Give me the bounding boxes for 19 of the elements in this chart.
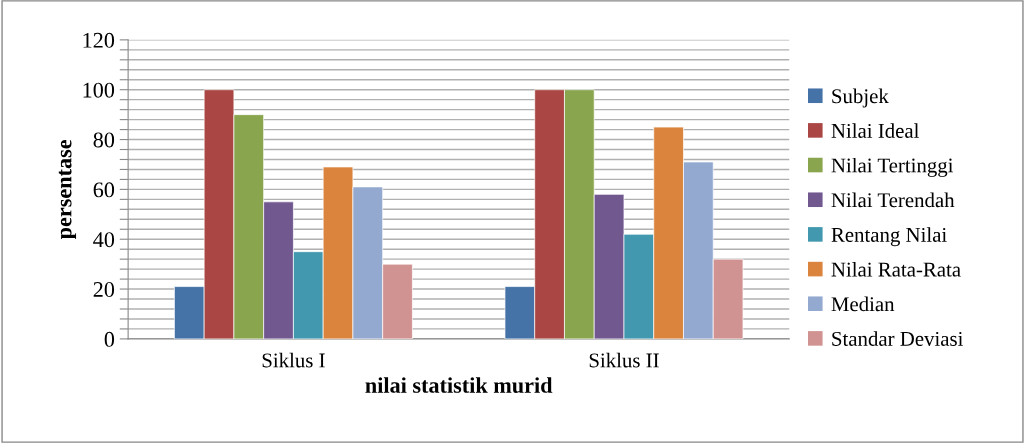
legend-label: Nilai Ideal [831, 123, 919, 138]
y-tick-label: 40 [93, 232, 115, 248]
y-tick-label: 120 [83, 32, 115, 48]
legend-label: Standar Deviasi [832, 331, 964, 346]
y-tick-label: 0 [104, 331, 115, 347]
x-tick-label: Siklus I [262, 352, 325, 368]
x-tick-label: Siklus II [589, 352, 659, 368]
y-tick-label: 20 [93, 281, 115, 297]
y-axis-title: persentase [58, 139, 77, 240]
legend-label: Nilai Rata-Rata [831, 261, 961, 277]
legend-label: Nilai Tertinggi [831, 157, 954, 177]
legend-label: Subjek [832, 88, 889, 108]
legend-label: Rentang Nilai [831, 227, 947, 247]
legend-label: Nilai Terendah [831, 192, 955, 208]
x-axis-title: nilai statistik murid [365, 377, 553, 393]
y-tick-label: 80 [93, 132, 115, 148]
y-tick-label: 60 [93, 182, 115, 198]
legend-label: Median [831, 296, 895, 312]
y-tick-label: 100 [83, 82, 115, 98]
